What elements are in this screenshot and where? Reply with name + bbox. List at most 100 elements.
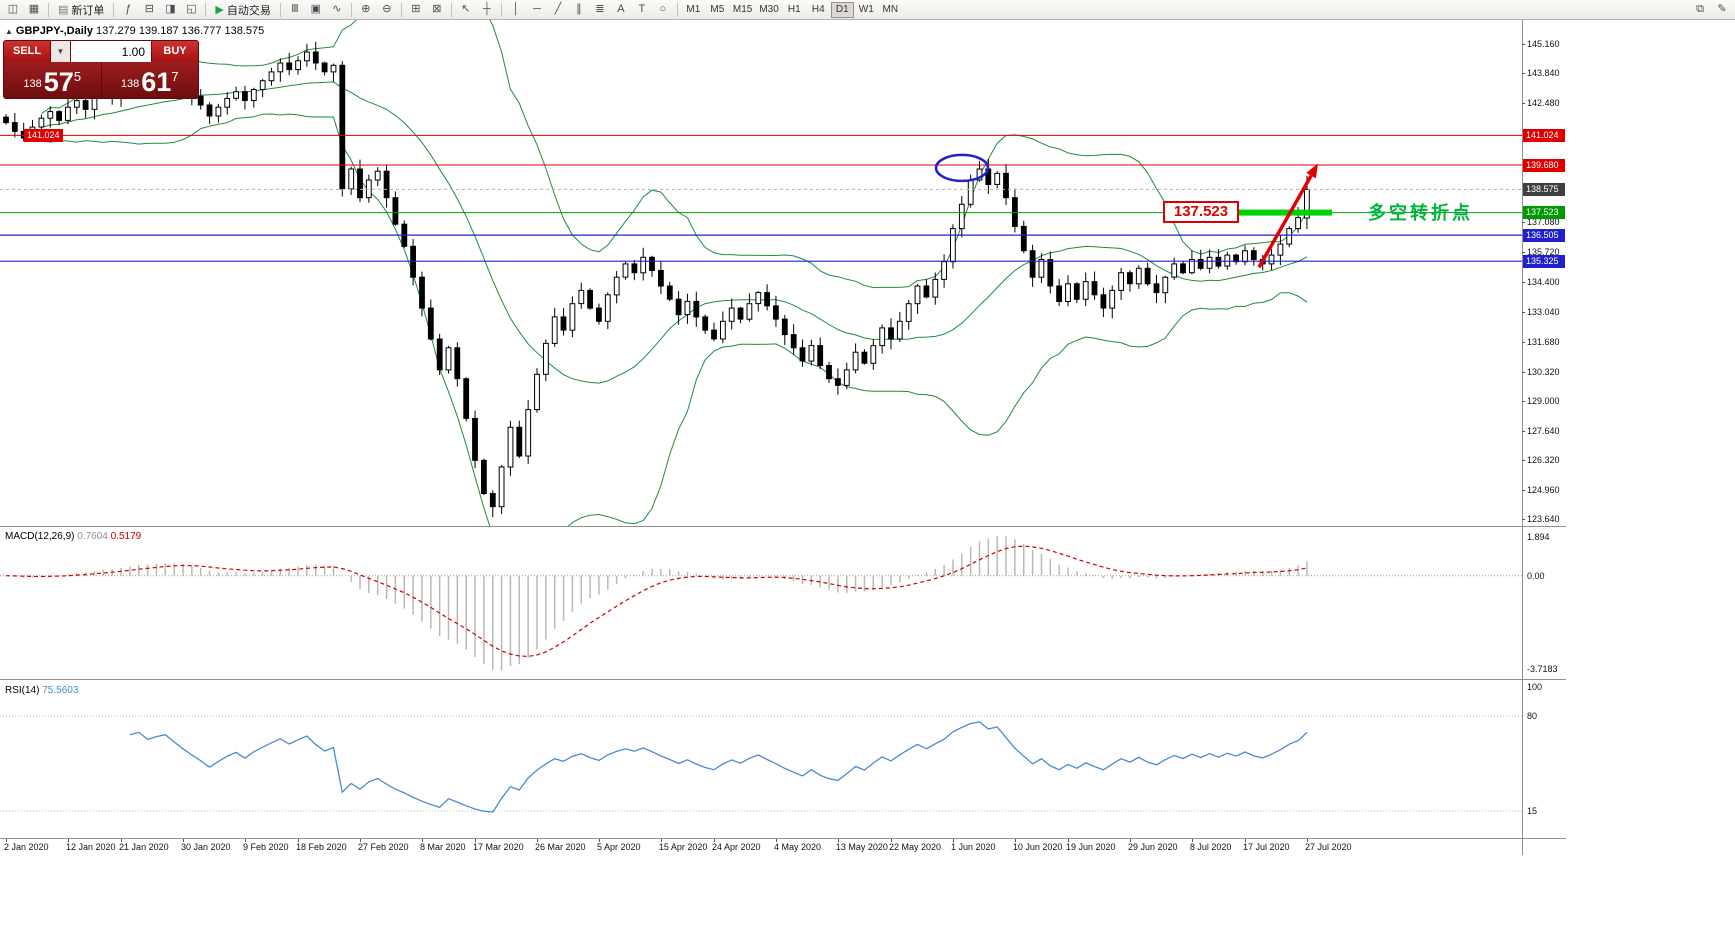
auto-trading-button[interactable]: ▶ 自动交易: [210, 1, 275, 18]
timeframe-h4-button[interactable]: H4: [811, 3, 825, 15]
buy-button[interactable]: BUY: [152, 41, 198, 62]
date-tick-mark: [1191, 839, 1193, 842]
trend-arrow-line[interactable]: [1257, 174, 1313, 269]
arrange-windows-icon[interactable]: ⊞: [411, 3, 421, 15]
cursor-icon[interactable]: ↖: [461, 3, 471, 15]
turning-price-box[interactable]: 137.523: [1163, 201, 1239, 223]
resistance-price-label[interactable]: 141.024: [24, 129, 63, 142]
shapes-icon[interactable]: ○: [659, 3, 667, 15]
buy-price-big: 61: [141, 67, 172, 97]
zoom-in-icon[interactable]: ⊕: [361, 3, 371, 15]
candle-body: [1065, 283, 1071, 302]
timeframe-m5-button[interactable]: M5: [710, 3, 725, 15]
date-axis-label: 21 Jan 2020: [119, 842, 169, 852]
pane-divider[interactable]: [0, 679, 1566, 680]
toolbar-separator: [205, 2, 207, 17]
macd-histogram: [14, 536, 1308, 670]
candle-body: [649, 256, 655, 272]
candle-body: [720, 320, 726, 340]
candlestick-chart-icon[interactable]: ▣: [310, 3, 322, 15]
date-axis[interactable]: 2 Jan 2020 12 Jan 2020 21 Jan 2020 30 Jan 2…: [0, 839, 1566, 855]
candle-body: [746, 303, 753, 320]
axis-tick-mark: [1522, 281, 1525, 283]
candle-body: [1020, 225, 1027, 252]
candle-body: [1180, 263, 1186, 274]
timeframe-mn-button[interactable]: MN: [882, 3, 899, 15]
candle-body: [967, 179, 974, 205]
candle-body: [304, 51, 310, 62]
date-tick-mark: [660, 839, 662, 842]
macd-canvas[interactable]: [0, 528, 1522, 678]
crosshair-icon[interactable]: ┼: [482, 3, 491, 15]
candle-body: [1144, 267, 1151, 285]
turning-level-bar[interactable]: [1236, 209, 1332, 216]
volume-input[interactable]: [70, 41, 152, 62]
rsi-name-label: RSI(14): [5, 685, 40, 696]
new-order-icon: ▤: [58, 4, 69, 16]
new-order-button[interactable]: ▤ 新订单: [53, 1, 109, 18]
date-axis-label: 13 May 2020: [835, 842, 888, 852]
grid-icon[interactable]: ⊠: [432, 3, 442, 15]
line-chart-icon[interactable]: ∿: [332, 3, 342, 15]
price-axis-border: [1522, 20, 1523, 855]
zoom-out-icon[interactable]: ⊖: [382, 3, 392, 15]
timeframe-w1-button[interactable]: W1: [858, 3, 874, 15]
date-tick-mark: [891, 839, 892, 842]
timeframe-m1-button[interactable]: M1: [686, 3, 701, 15]
candle-body: [1206, 256, 1213, 269]
new-window-icon[interactable]: ◫: [7, 3, 19, 15]
tile-windows-icon[interactable]: ▦: [28, 3, 40, 15]
timeframe-h1-button[interactable]: H1: [787, 3, 801, 15]
vertical-line-icon[interactable]: │: [512, 3, 520, 15]
market-watch-icon[interactable]: ⊟: [144, 3, 155, 15]
fibonacci-icon[interactable]: ≣: [595, 3, 605, 15]
candle-body: [835, 378, 841, 386]
indicator-list-icon[interactable]: ƒ: [125, 3, 132, 15]
sell-button[interactable]: SELL: [4, 41, 50, 62]
date-tick-mark: [183, 839, 184, 842]
horizontal-line-icon[interactable]: ─: [532, 3, 541, 15]
pane-divider[interactable]: [0, 838, 1566, 839]
terminal-icon[interactable]: ◱: [186, 3, 197, 15]
timeframe-d1-button[interactable]: D1: [830, 1, 854, 18]
rsi-canvas[interactable]: [0, 681, 1522, 837]
peak-ellipse-annotation[interactable]: [934, 153, 990, 183]
candle-body: [622, 263, 629, 278]
main-chart-canvas[interactable]: [0, 20, 1522, 526]
candle-body: [197, 95, 204, 106]
date-tick-mark: [1245, 839, 1246, 842]
collapse-panel-icon[interactable]: ▲: [5, 27, 13, 36]
navigator-icon[interactable]: ◨: [165, 3, 176, 15]
volume-dropdown[interactable]: ▼: [50, 41, 70, 62]
text-icon[interactable]: A: [617, 3, 625, 15]
date-tick-mark: [1014, 839, 1016, 842]
candle-body: [675, 298, 682, 316]
candle-body: [321, 62, 328, 73]
date-tick-mark: [360, 839, 361, 842]
date-axis-label: 17 Mar 2020: [473, 842, 524, 852]
candle-body: [950, 228, 956, 263]
candle-body: [242, 91, 248, 101]
date-tick-mark: [775, 839, 777, 842]
candle-body: [905, 303, 912, 322]
bar-chart-icon[interactable]: Ⅲ: [291, 3, 299, 15]
candle-body: [1135, 267, 1142, 285]
sell-price[interactable]: 138 57 5: [4, 62, 101, 98]
trendline-icon[interactable]: ╱: [554, 3, 562, 15]
edit-icon[interactable]: ✎: [1717, 3, 1727, 15]
candle-body: [551, 316, 558, 344]
buy-price[interactable]: 138 61 7: [100, 62, 199, 98]
date-tick-mark: [952, 839, 954, 842]
price-axis-label: 133.040: [1527, 306, 1560, 317]
channel-icon[interactable]: ∥: [576, 3, 582, 15]
timeframe-m30-button[interactable]: M30: [759, 3, 779, 15]
timeframe-m15-button[interactable]: M15: [732, 3, 753, 15]
windows-list-icon[interactable]: ⧉: [1696, 3, 1704, 15]
price-badge-136.505: 136.505: [1523, 228, 1565, 242]
candle-body: [82, 100, 89, 110]
price-axis-label: 142.480: [1527, 98, 1560, 109]
toolbar-right-group: ⧉ ✎: [1690, 1, 1732, 18]
pane-divider[interactable]: [0, 526, 1566, 527]
label-icon[interactable]: T: [638, 3, 646, 15]
turning-point-label[interactable]: 多空转折点: [1368, 203, 1473, 223]
